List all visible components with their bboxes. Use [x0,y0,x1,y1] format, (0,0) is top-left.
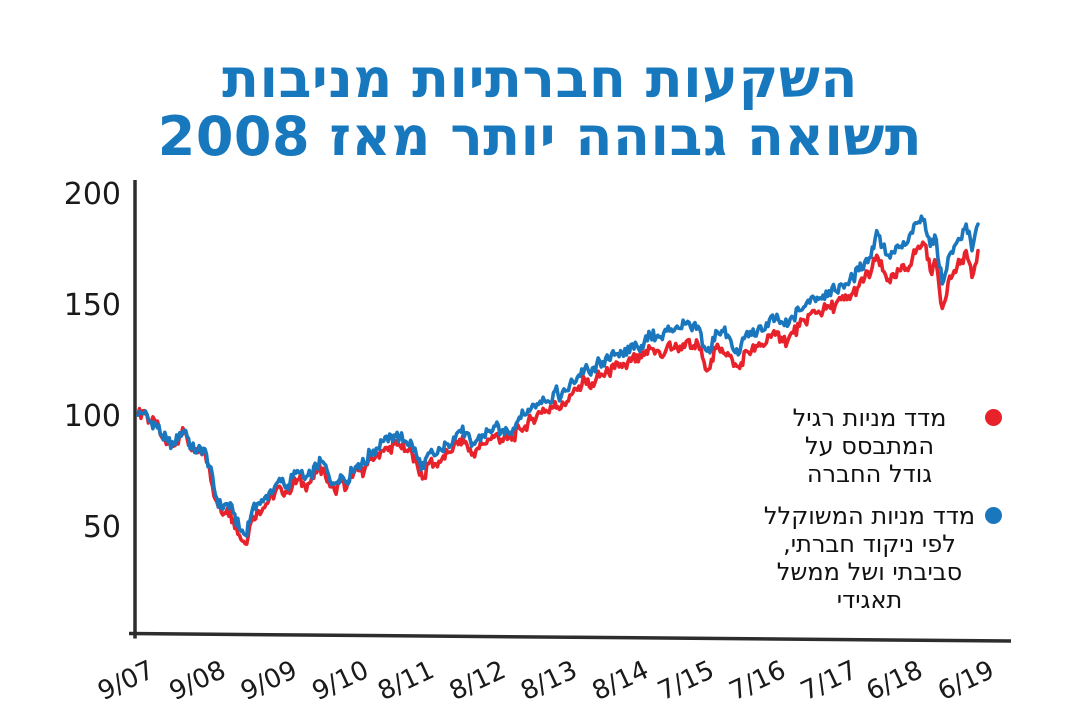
x-axis-line [128,631,1012,643]
legend-item-esg-index: מדד מניות המשוקלל לפי ניקוד חברתי, סביבת… [760,502,1002,614]
legend-item-regular-index: מדד מניות רגיל המתבסס על גודל החברה [760,404,1002,488]
legend-line: מדד מניות רגיל [792,404,947,432]
regular-index-marker-icon [985,409,1002,426]
chart-title-line-1: השקעות חברתיות מניבות [222,47,858,111]
x-tick-label: 7/16 [725,655,791,707]
x-tick-label: 7/15 [653,655,719,707]
x-tick-label: 7/17 [796,655,862,707]
legend-item-esg-index-label: מדד מניות המשוקלל לפי ניקוד חברתי, סביבת… [760,502,979,614]
y-tick-label: 100 [64,399,121,434]
x-tick-label: 9/08 [165,655,231,707]
legend-line: לפי ניקוד חברתי, [783,530,956,558]
legend-item-regular-index-label: מדד מניות רגיל המתבסס על גודל החברה [760,404,979,488]
x-tick-label: 8/11 [373,655,439,707]
x-tick-label: 6/18 [862,655,928,707]
legend: מדד מניות רגיל המתבסס על גודל החברה מדד … [760,404,1002,614]
regular-index-line [136,240,980,546]
x-tick-label: 6/19 [933,655,999,707]
x-tick-label: 8/13 [516,655,582,707]
x-tick-label: 9/07 [93,655,159,707]
y-tick-label: 200 [64,177,121,212]
esg-index-marker-icon [985,507,1002,524]
chart-title-line-2: תשואה גבוהה יותר מאז 2008 [157,104,923,168]
legend-line: גודל החברה [806,460,933,488]
legend-line: תאגידי [836,586,903,614]
x-tick-label: 8/12 [445,655,511,707]
y-tick-label: 150 [64,288,121,323]
esg-index-line [136,214,980,538]
legend-line: מדד מניות המשוקלל [763,502,976,530]
y-tick-label: 50 [83,510,121,545]
legend-line: סביבתי ושל ממשל [776,558,963,586]
legend-line: המתבסס על [804,432,935,460]
x-tick-label: 8/14 [588,655,654,707]
x-tick-label: 9/09 [236,655,302,707]
x-tick-label: 9/10 [308,655,374,707]
chart-title: השקעות חברתיות מניבות תשואה גבוהה יותר מ… [0,50,1080,166]
